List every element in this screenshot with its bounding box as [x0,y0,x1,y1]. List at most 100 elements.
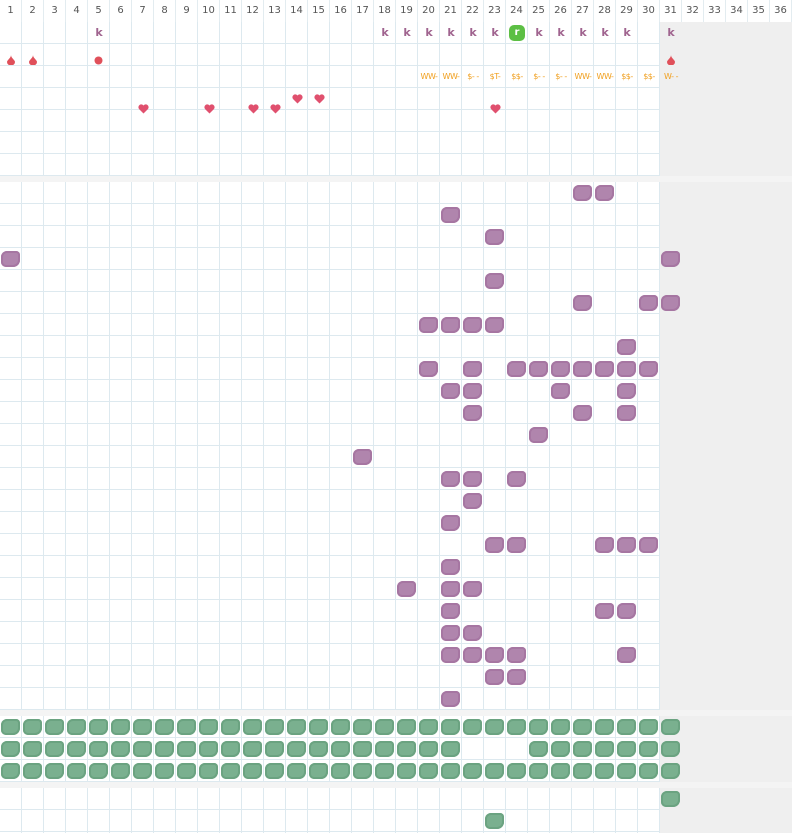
day-number: 18 [374,0,396,22]
green-block [199,763,218,779]
green-block [89,741,108,757]
green-block [243,719,262,735]
green-block [551,741,570,757]
green-block [639,763,658,779]
heart-icon [248,99,259,118]
green-block [23,719,42,735]
day-number: 13 [264,0,286,22]
k-mark: k [623,26,631,39]
purple-block [617,361,636,377]
note: $$- [643,72,655,81]
day-number: 24 [506,0,528,22]
green-block [155,719,174,735]
green-block [67,719,86,735]
purple-block [463,493,482,509]
heart-icon [204,99,215,118]
purple-block [441,559,460,575]
purple-block [485,669,504,685]
day-number: 33 [704,0,726,22]
day-number: 34 [726,0,748,22]
green-block [1,763,20,779]
green-block [661,719,680,735]
green-block [265,741,284,757]
green-block [551,763,570,779]
day-number: 25 [528,0,550,22]
green-block [133,763,152,779]
green-block [45,719,64,735]
green-block [639,741,658,757]
purple-block [639,295,658,311]
purple-block [441,471,460,487]
green-block [111,741,130,757]
green-block [45,741,64,757]
purple-block [507,537,526,553]
purple-block [595,603,614,619]
bottom-section [0,788,792,833]
purple-block [617,383,636,399]
heart-icon [270,99,281,118]
dot-icon [94,50,103,69]
green-block [397,763,416,779]
drop-icon [29,50,37,69]
green-block [661,791,680,807]
k-mark: k [381,26,389,39]
green-block [463,719,482,735]
green-block [309,719,328,735]
green-block [441,719,460,735]
green-block [639,719,658,735]
purple-block [419,317,438,333]
k-mark: k [469,26,477,39]
purple-block [617,537,636,553]
green-block [419,763,438,779]
note: W- - [664,72,678,81]
purple-block [529,427,548,443]
purple-block [485,229,504,245]
k-mark: k [425,26,433,39]
green-block [111,763,130,779]
green-block [155,741,174,757]
day-number: 14 [286,0,308,22]
drop-icon [7,50,15,69]
day-number: 3 [44,0,66,22]
k-mark: k [557,26,565,39]
purple-block [617,339,636,355]
day-number: 5 [88,0,110,22]
day-number: 22 [462,0,484,22]
green-block [155,763,174,779]
note: $- - [533,72,545,81]
purple-block [463,581,482,597]
green-block [441,763,460,779]
purple-block [595,537,614,553]
note: WW- [420,72,438,81]
green-block [507,763,526,779]
green-block [177,741,196,757]
note: WW- [574,72,592,81]
green-block [309,741,328,757]
day-number: 29 [616,0,638,22]
green-block [243,741,262,757]
purple-block [463,383,482,399]
green-block [441,741,460,757]
purple-block [441,515,460,531]
purple-block [463,647,482,663]
day-number: 1 [0,0,22,22]
purple-block [441,383,460,399]
day-number: 35 [748,0,770,22]
drop-icon [667,50,675,69]
note: $T- [489,72,501,81]
green-section [0,716,792,782]
purple-block [1,251,20,267]
purple-block [507,471,526,487]
purple-block [551,383,570,399]
purple-block [617,603,636,619]
day-number: 31 [660,0,682,22]
day-number: 32 [682,0,704,22]
day-number: 4 [66,0,88,22]
purple-block [463,471,482,487]
green-block [529,763,548,779]
purple-block [441,625,460,641]
heart-icon [138,99,149,118]
purple-block [639,361,658,377]
day-number: 9 [176,0,198,22]
